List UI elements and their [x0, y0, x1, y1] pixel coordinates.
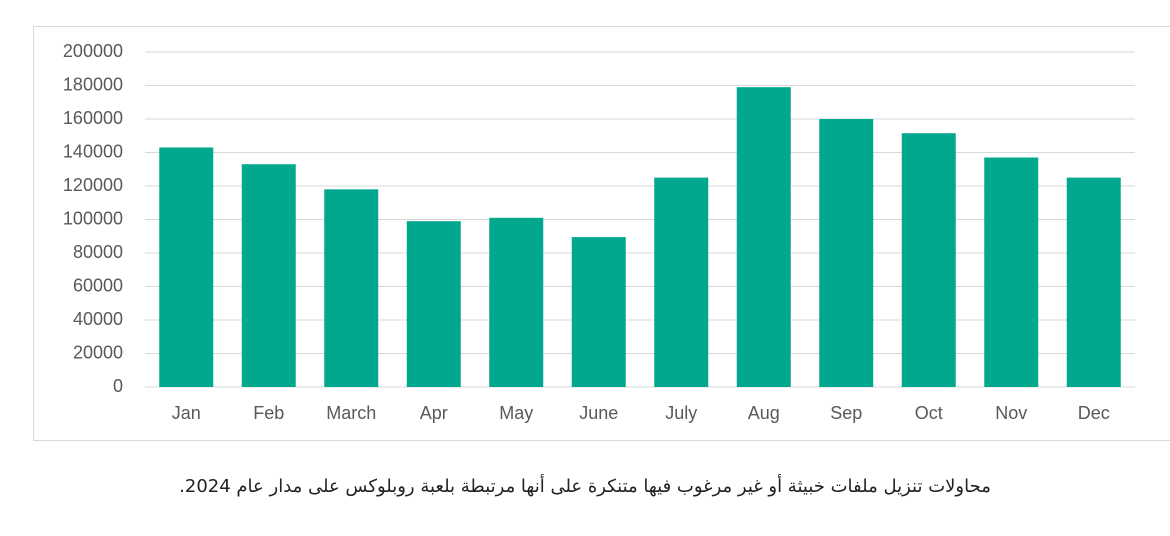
y-tick-label: 0 — [113, 376, 123, 396]
y-tick-label: 20000 — [73, 342, 123, 362]
bar — [984, 157, 1039, 387]
bar — [159, 147, 214, 387]
bar — [1066, 177, 1121, 387]
x-tick-label: June — [579, 403, 618, 423]
x-tick-label: May — [499, 403, 533, 423]
caption: محاولات تنزيل ملفات خبيثة أو غير مرغوب ف… — [179, 476, 991, 497]
x-tick-label: Dec — [1078, 403, 1110, 423]
bar — [654, 177, 709, 387]
y-tick-label: 60000 — [73, 275, 123, 295]
x-tick-label: Oct — [915, 403, 943, 423]
bar — [324, 189, 379, 387]
x-tick-label: Aug — [748, 403, 780, 423]
x-tick-label: March — [326, 403, 376, 423]
y-tick-label: 160000 — [63, 108, 123, 128]
bar — [489, 217, 544, 387]
bar — [571, 237, 626, 387]
x-tick-label: Jan — [172, 403, 201, 423]
bar — [736, 87, 791, 388]
chart: 0 20000 40000 60000 80000 100000 120000 140000 1… — [33, 26, 1170, 441]
bar — [901, 133, 956, 387]
x-tick-label: Nov — [995, 403, 1027, 423]
x-tick-label: Sep — [830, 403, 862, 423]
y-tick-label: 140000 — [63, 141, 123, 161]
y-tick-label: 80000 — [73, 242, 123, 262]
bar — [819, 119, 874, 387]
y-tick-label: 100000 — [63, 208, 123, 228]
x-tick-label: July — [665, 403, 697, 423]
y-tick-label: 120000 — [63, 175, 123, 195]
y-tick-label: 200000 — [63, 41, 123, 61]
bar — [406, 221, 461, 387]
x-tick-label: Apr — [420, 403, 448, 423]
y-tick-label: 180000 — [63, 74, 123, 94]
y-tick-label: 40000 — [73, 309, 123, 329]
x-tick-label: Feb — [253, 403, 284, 423]
bar — [241, 164, 296, 387]
